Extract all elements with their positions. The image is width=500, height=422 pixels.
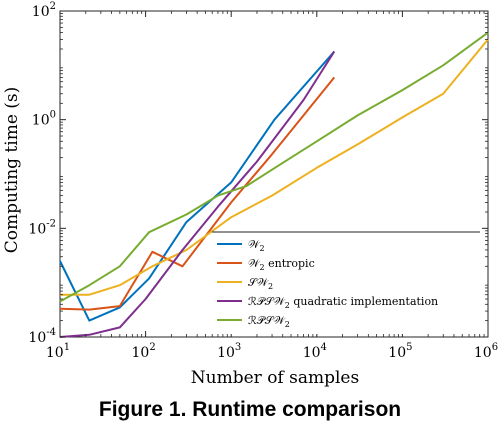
legend-label: ℛ𝒫𝒮𝒲2 quadratic implementation [248,295,438,310]
series-line-w2 [59,50,336,322]
x-tick-label: 104 [303,342,327,361]
y-tick-label: 100 [32,110,56,129]
x-tick-label: 105 [388,342,412,361]
ticks-layer: 101 102 103 104 105 106 10-4 10-2 100 102 [28,1,498,361]
legend: 𝒲2 𝒲2 entropic 𝒮𝒲2 ℛ𝒫𝒮𝒲2 quadratic implemen… [212,231,480,334]
series-line-sw2 [60,38,489,296]
y-tick-label: 102 [32,1,56,20]
series-line-rpsw2-quadratic-implementation [59,50,336,338]
x-tick-label: 103 [217,342,241,361]
x-tick-label: 102 [131,342,155,361]
series-layer [59,31,489,338]
plot-area [59,10,489,338]
y-tick-label: 10-2 [28,218,56,237]
legend-label: 𝒲2 [248,238,265,253]
legend-label: ℛ𝒫𝒮𝒲2 [248,314,290,329]
legend-background [212,232,480,334]
figure-caption: Figure 1. Runtime comparison [98,398,402,421]
x-axis-label: Number of samples [191,368,359,388]
legend-label: 𝒲2 entropic [248,257,315,272]
y-tick-label: 10-4 [28,327,56,346]
x-tick-label: 106 [474,342,498,361]
y-axis-label: Computing time (s) [2,87,22,254]
legend-label: 𝒮𝒲2 [248,276,273,291]
series-line-rpsw2 [59,31,489,303]
axes-box [59,10,489,338]
runtime-chart: 101 102 103 104 105 106 10-4 10-2 100 102 Number … [2,1,498,388]
x-tick-label: 101 [46,342,70,361]
